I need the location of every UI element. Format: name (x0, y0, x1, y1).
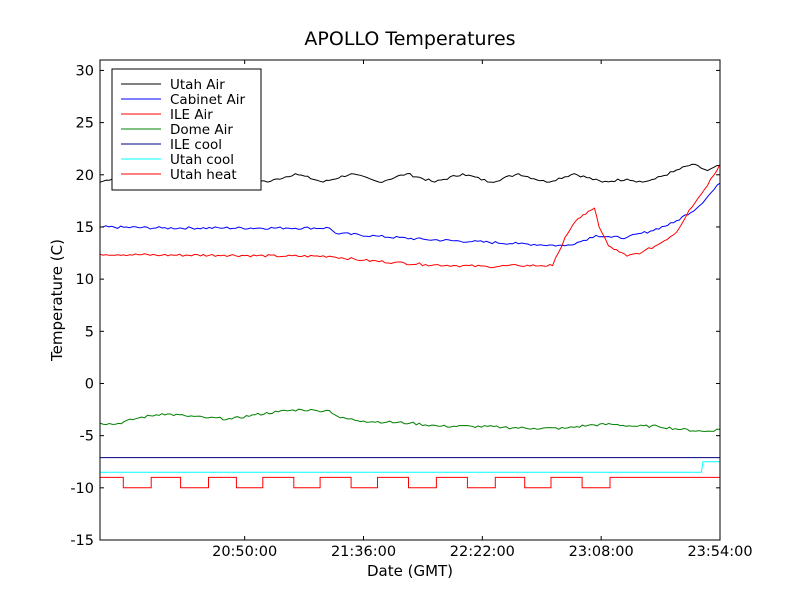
x-tick-label: 23:54:00 (687, 544, 752, 560)
y-tick-label: -15 (70, 533, 94, 549)
x-axis-label: Date (GMT) (367, 562, 453, 580)
y-tick-label: 30 (76, 63, 94, 79)
series-line-utah-cool (100, 461, 720, 473)
y-tick-label: -10 (70, 481, 94, 497)
series-line-dome-air (100, 408, 720, 433)
legend-label-ile-air: ILE Air (170, 107, 213, 123)
y-axis-label: Temperature (C) (48, 239, 66, 362)
series-line-cabinet-air (100, 182, 720, 247)
legend-label-cabinet-air: Cabinet Air (170, 92, 245, 108)
y-tick-label: -5 (80, 429, 94, 445)
y-tick-label: 0 (85, 376, 94, 392)
x-tick-label: 22:22:00 (450, 544, 515, 560)
y-tick-label: 20 (76, 168, 94, 184)
legend-label-utah-cool: Utah cool (170, 152, 234, 168)
y-tick-label: 15 (76, 220, 94, 236)
chart-title: APOLLO Temperatures (304, 28, 515, 50)
series-line-ile-air (100, 164, 720, 269)
legend-label-utah-heat: Utah heat (170, 167, 237, 183)
y-tick-label: 25 (76, 116, 94, 132)
series-layer (100, 163, 720, 489)
legend-label-dome-air: Dome Air (170, 122, 233, 138)
x-tick-label: 23:08:00 (569, 544, 634, 560)
series-line-utah-heat (100, 476, 720, 489)
x-tick-label: 20:50:00 (212, 544, 277, 560)
legend-label-ile-cool: ILE cool (170, 137, 222, 153)
plot-frame (99, 59, 721, 541)
y-tick-label: 5 (85, 324, 94, 340)
tick-layer: -15 -10 -5 0 5 10 15 20 25 30 20:50:00 21:36:00 22:2… (70, 60, 753, 560)
legend-label-utah-air: Utah Air (170, 77, 225, 93)
y-tick-label: 10 (76, 272, 94, 288)
x-tick-label: 21:36:00 (331, 544, 396, 560)
